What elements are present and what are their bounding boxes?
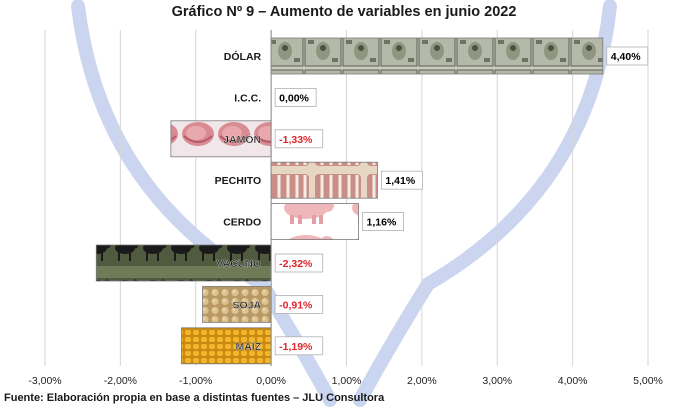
x-tick-label: 5,00% bbox=[633, 375, 663, 387]
x-tick-label: -3,00% bbox=[28, 375, 61, 387]
bar-jamon bbox=[170, 120, 272, 158]
data-label-box bbox=[362, 212, 404, 232]
category-label-maiz: MAÍZ bbox=[235, 340, 261, 353]
data-label-box bbox=[606, 46, 649, 66]
x-tick-label: 4,00% bbox=[558, 375, 588, 387]
source-note: Fuente: Elaboración propia en base a dis… bbox=[4, 392, 385, 404]
bar-pechito bbox=[270, 161, 378, 199]
bar-cerdo bbox=[270, 203, 359, 241]
data-label-vacuno: -2,32% bbox=[279, 258, 313, 270]
category-label-i-c-c: I.C.C. bbox=[234, 92, 261, 104]
data-label-maiz: -1,19% bbox=[279, 341, 313, 353]
data-label-box bbox=[274, 88, 317, 107]
x-tick-label: 0,00% bbox=[256, 375, 286, 387]
chart-title: Gráfico Nº 9 – Aumento de variables en j… bbox=[171, 4, 517, 20]
bar-vacuno bbox=[95, 244, 272, 282]
category-label-jamon: JAMÓN bbox=[223, 133, 261, 146]
category-label-pechito: PECHITO bbox=[215, 175, 261, 187]
category-label-dolar: DÓLAR bbox=[224, 50, 262, 63]
data-label-dolar: 4,40% bbox=[611, 51, 641, 63]
category-label-vacuno: VACUNO bbox=[216, 258, 261, 270]
data-label-box bbox=[274, 294, 324, 314]
data-label-box bbox=[274, 253, 324, 273]
data-label-box bbox=[274, 129, 324, 149]
bar-soja bbox=[202, 285, 272, 323]
data-label-pechito: 1,41% bbox=[385, 175, 415, 187]
x-tick-label: 2,00% bbox=[407, 375, 437, 387]
data-label-box bbox=[274, 336, 324, 356]
x-tick-label: 3,00% bbox=[482, 375, 512, 387]
x-tick-label: -1,00% bbox=[179, 375, 212, 387]
data-label-i-c-c: 0,00% bbox=[279, 92, 309, 104]
data-label-cerdo: 1,16% bbox=[367, 217, 397, 229]
data-label-box bbox=[381, 170, 423, 190]
x-tick-label: 1,00% bbox=[332, 375, 362, 387]
data-label-jamon: -1,33% bbox=[279, 134, 313, 146]
category-label-soja: SOJA bbox=[233, 299, 262, 311]
bar-maiz bbox=[181, 327, 272, 365]
x-tick-label: -2,00% bbox=[104, 375, 137, 387]
data-label-soja: -0,91% bbox=[279, 299, 313, 311]
category-label-cerdo: CERDO bbox=[223, 217, 261, 229]
bar-dolar bbox=[270, 37, 604, 75]
